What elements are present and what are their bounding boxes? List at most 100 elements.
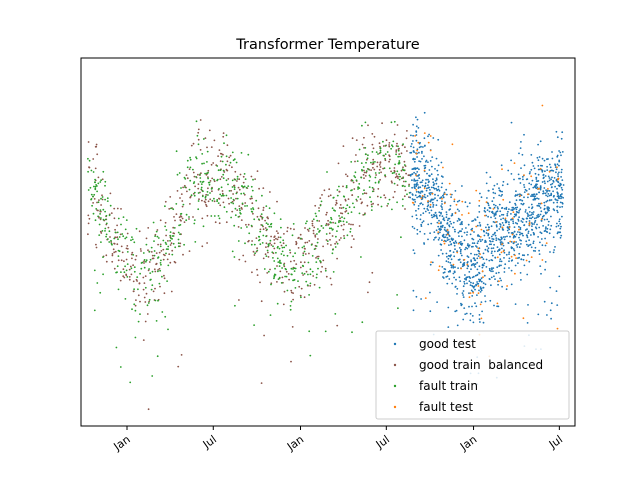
data-point xyxy=(548,199,551,202)
data-point xyxy=(528,223,531,226)
data-point xyxy=(561,193,563,195)
data-point xyxy=(197,187,200,190)
data-point xyxy=(518,236,520,239)
data-point xyxy=(382,154,385,157)
data-point xyxy=(533,221,536,224)
data-point xyxy=(514,254,516,257)
data-point xyxy=(347,198,350,201)
data-point xyxy=(411,198,414,200)
data-point xyxy=(463,264,466,266)
data-point xyxy=(388,144,390,146)
data-point xyxy=(340,207,343,210)
data-point xyxy=(537,213,540,216)
data-point xyxy=(560,176,562,178)
data-point xyxy=(308,330,311,333)
data-point xyxy=(429,291,431,294)
data-point xyxy=(188,216,190,218)
data-point xyxy=(499,226,502,228)
data-point xyxy=(516,246,519,248)
data-point xyxy=(328,232,331,235)
data-point xyxy=(523,191,526,194)
data-point xyxy=(423,193,426,196)
data-point xyxy=(528,221,531,224)
data-point xyxy=(416,184,419,186)
data-point xyxy=(108,230,111,233)
data-point xyxy=(429,135,432,137)
data-point xyxy=(202,138,205,140)
data-point xyxy=(538,191,541,194)
data-point xyxy=(404,185,406,188)
data-point xyxy=(508,251,511,254)
data-point xyxy=(478,272,481,275)
data-point xyxy=(466,261,469,263)
data-point xyxy=(410,134,412,137)
data-point xyxy=(206,146,208,149)
data-point xyxy=(239,209,241,212)
data-point xyxy=(492,191,495,194)
data-point xyxy=(547,189,549,192)
data-point xyxy=(314,235,317,238)
data-point xyxy=(205,173,208,176)
data-point xyxy=(437,188,440,191)
data-point xyxy=(199,180,202,183)
data-point xyxy=(340,237,342,239)
data-point xyxy=(543,230,546,233)
data-point xyxy=(195,120,198,123)
data-point xyxy=(415,125,418,128)
data-point xyxy=(97,201,100,204)
data-point xyxy=(113,237,116,240)
data-point xyxy=(388,167,391,170)
data-point xyxy=(513,178,515,181)
data-point xyxy=(279,241,282,244)
data-point xyxy=(151,257,154,260)
data-point xyxy=(501,285,503,288)
data-point xyxy=(545,212,547,215)
data-point xyxy=(107,226,110,229)
data-point xyxy=(434,168,436,170)
data-point xyxy=(272,245,274,248)
data-point xyxy=(558,171,560,174)
data-point xyxy=(372,147,375,150)
data-point xyxy=(153,268,156,271)
data-point xyxy=(527,193,529,196)
data-point xyxy=(557,178,559,181)
data-point xyxy=(453,200,456,203)
data-point xyxy=(120,259,123,262)
data-point xyxy=(222,135,225,138)
data-point xyxy=(415,183,418,186)
data-point xyxy=(556,136,559,139)
data-point xyxy=(399,175,401,178)
data-point xyxy=(451,282,454,285)
data-point xyxy=(236,197,239,200)
data-point xyxy=(364,147,367,149)
data-point xyxy=(383,194,386,197)
data-point xyxy=(350,246,353,249)
data-point xyxy=(482,252,485,255)
data-point xyxy=(240,206,243,209)
data-point xyxy=(363,147,365,149)
data-point xyxy=(129,381,132,384)
data-point xyxy=(529,214,531,217)
data-point xyxy=(395,149,398,152)
data-point xyxy=(289,260,292,263)
data-point xyxy=(147,408,150,411)
data-point xyxy=(432,215,435,218)
data-point xyxy=(155,230,158,233)
data-point xyxy=(556,304,559,306)
data-point xyxy=(384,196,387,199)
data-point xyxy=(474,274,477,277)
data-point xyxy=(269,239,272,242)
data-point xyxy=(403,164,406,166)
data-point xyxy=(256,247,258,250)
data-point xyxy=(276,302,279,305)
data-point xyxy=(544,237,546,240)
data-point xyxy=(544,261,547,263)
data-point xyxy=(219,193,222,196)
data-point xyxy=(459,218,461,221)
data-point xyxy=(96,153,99,156)
data-point xyxy=(357,188,359,190)
data-point xyxy=(443,236,446,239)
data-point xyxy=(495,225,498,228)
data-point xyxy=(117,259,120,262)
data-point xyxy=(99,218,102,221)
